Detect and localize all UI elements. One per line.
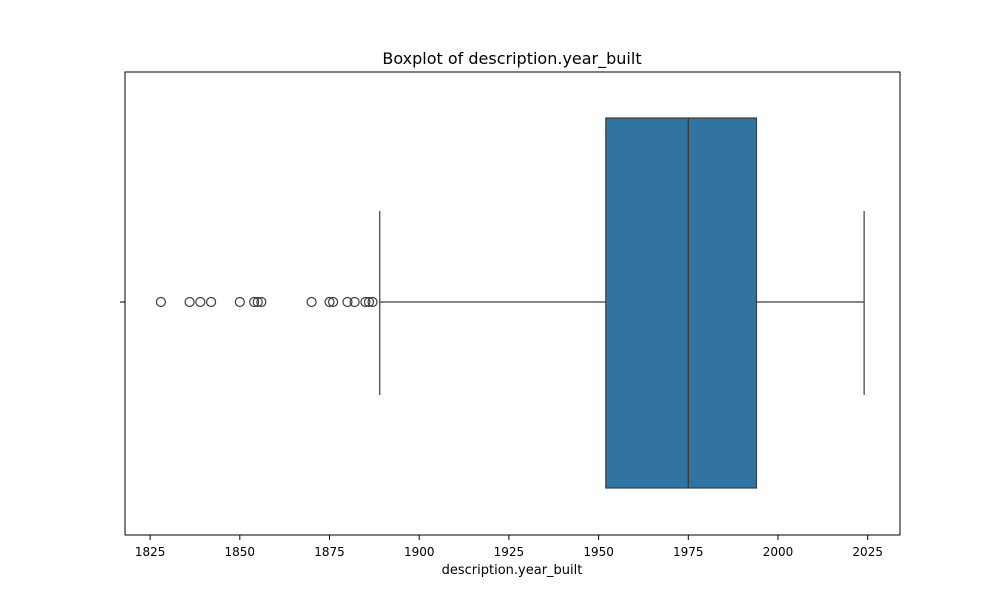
outlier-point <box>306 296 317 308</box>
x-tick-label: 1875 <box>314 545 345 559</box>
x-tick-label: 2000 <box>763 545 794 559</box>
x-tick-label: 2025 <box>852 545 883 559</box>
outlier-point <box>256 296 267 308</box>
x-axis-label: description.year_built <box>442 563 583 578</box>
x-tick-label: 1825 <box>135 545 166 559</box>
outlier-point <box>184 296 195 308</box>
outlier-point <box>249 296 260 308</box>
outlier-point <box>324 296 335 308</box>
outlier-point <box>363 296 375 308</box>
iqr-box <box>605 117 758 489</box>
outlier-point <box>252 296 263 308</box>
outlier-point <box>349 296 360 308</box>
x-tick-label: 1975 <box>673 545 704 559</box>
outlier-point <box>328 296 339 308</box>
outlier-point <box>342 296 353 308</box>
x-tick-label: 1925 <box>494 545 525 559</box>
chart-title: Boxplot of description.year_built <box>382 49 641 69</box>
chart-marks <box>155 117 865 489</box>
plot-area-frame <box>124 71 901 536</box>
x-tick-label: 1950 <box>583 545 614 559</box>
outlier-point <box>195 296 206 308</box>
outlier-point <box>155 296 166 308</box>
outlier-point <box>367 296 378 308</box>
x-tick-label: 1900 <box>404 545 435 559</box>
x-tick-label: 1850 <box>225 545 256 559</box>
x-axis: 1825 1850 1875 1900 1925 1950 1975 2000 2025 <box>135 535 883 559</box>
outlier-point <box>206 296 217 308</box>
outlier-point <box>234 296 245 308</box>
outlier-point <box>360 296 371 308</box>
